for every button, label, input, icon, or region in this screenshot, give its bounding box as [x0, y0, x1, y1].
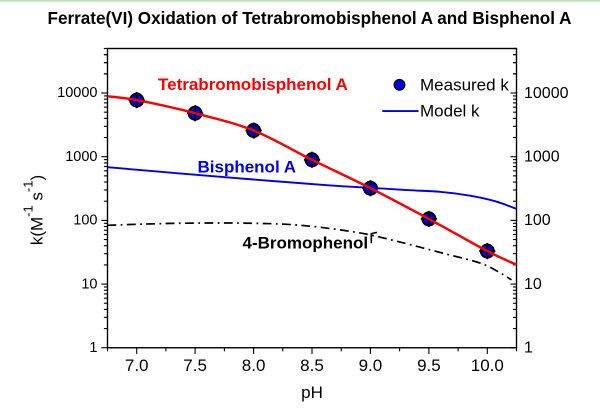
svg-text:9.5: 9.5	[417, 356, 441, 375]
svg-text:Ferrate(VI) Oxidation of Tetra: Ferrate(VI) Oxidation of Tetrabromobisph…	[48, 9, 572, 28]
svg-text:8.0: 8.0	[242, 356, 266, 375]
svg-text:Bisphenol A: Bisphenol A	[198, 158, 297, 177]
svg-text:100: 100	[524, 212, 551, 229]
svg-text:1: 1	[524, 340, 533, 357]
svg-text:1000: 1000	[65, 149, 97, 165]
svg-text:10: 10	[524, 276, 542, 293]
svg-text:10000: 10000	[524, 85, 569, 102]
svg-text:10: 10	[81, 276, 97, 292]
svg-text:pH: pH	[301, 383, 323, 402]
svg-text:7.0: 7.0	[125, 356, 149, 375]
svg-text:100: 100	[73, 213, 97, 229]
svg-text:k(M-1 s-1): k(M-1 s-1)	[21, 175, 47, 245]
svg-text:1000: 1000	[524, 149, 560, 166]
svg-text:9.0: 9.0	[359, 356, 383, 375]
svg-text:Measured k: Measured k	[420, 75, 509, 94]
svg-text:1: 1	[89, 340, 97, 356]
svg-text:8.5: 8.5	[300, 356, 324, 375]
svg-text:10.0: 10.0	[471, 356, 504, 375]
svg-text:Model k: Model k	[420, 102, 480, 121]
svg-text:7.5: 7.5	[183, 356, 207, 375]
svg-text:4-Bromophenol: 4-Bromophenol	[243, 234, 369, 253]
svg-text:10000: 10000	[57, 85, 97, 101]
svg-text:Tetrabromobisphenol A: Tetrabromobisphenol A	[158, 75, 348, 94]
